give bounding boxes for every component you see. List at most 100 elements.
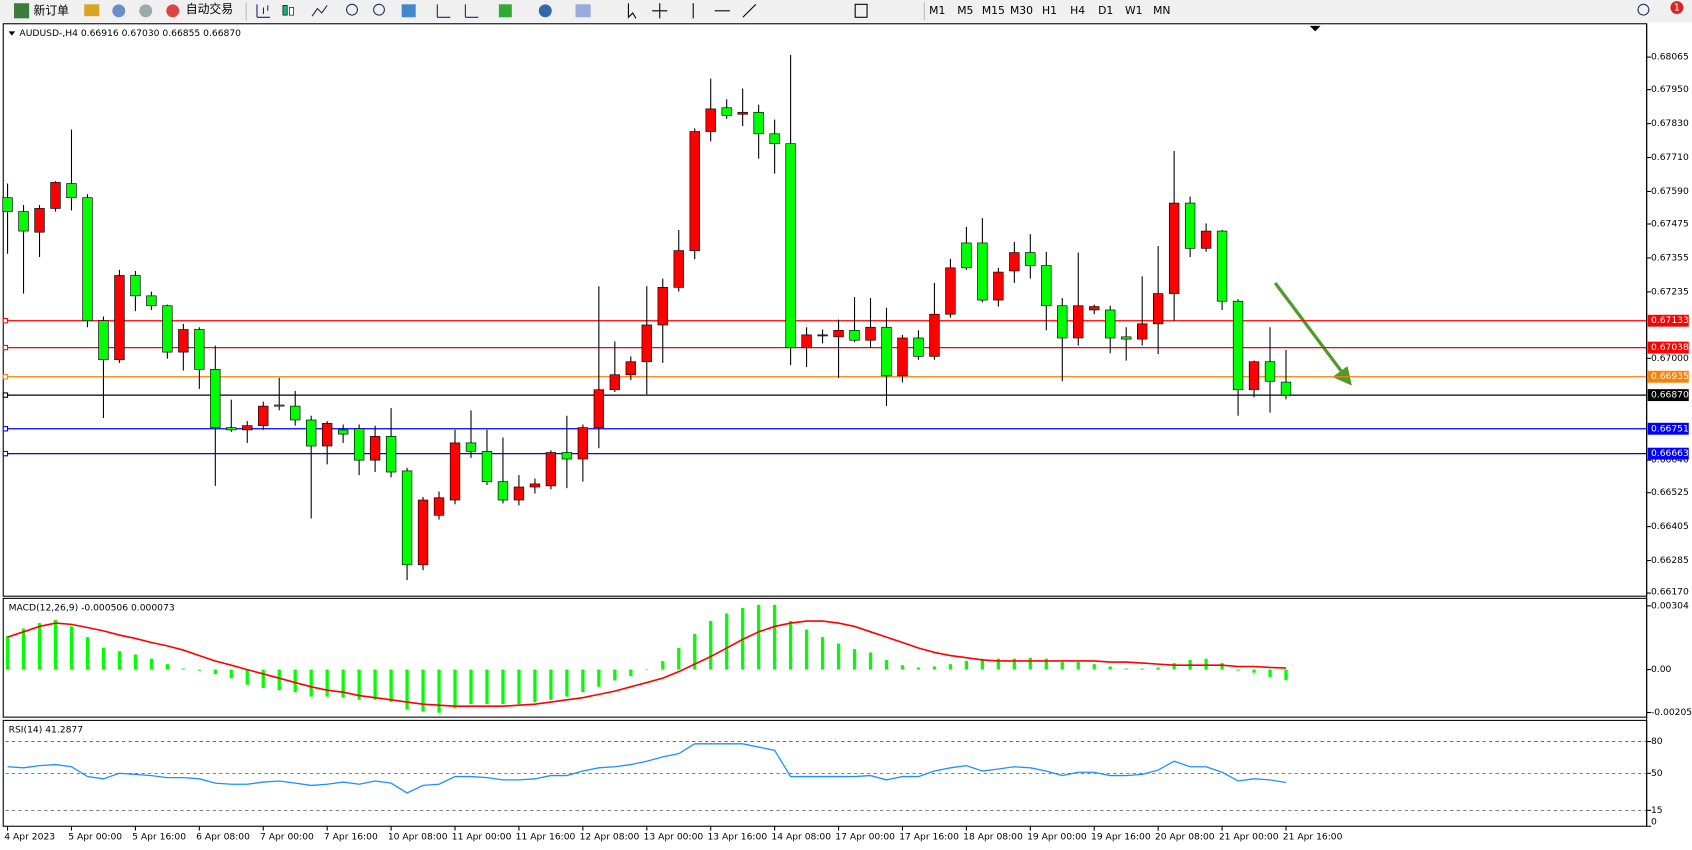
macd-bar xyxy=(1156,667,1160,670)
periods-button[interactable] xyxy=(538,4,552,18)
timeframe-button[interactable]: M30 xyxy=(1010,4,1033,17)
macd-bar xyxy=(453,669,457,709)
tile-button[interactable] xyxy=(401,4,416,18)
panel-title: RSI(14) 41.2877 xyxy=(9,725,84,736)
level-handle xyxy=(2,450,9,457)
macd-bar xyxy=(1140,668,1144,670)
candle-body xyxy=(817,334,828,337)
tool-icon[interactable] xyxy=(84,4,100,17)
timeframe-button[interactable]: M1 xyxy=(929,4,945,17)
autoscroll-button[interactable] xyxy=(436,4,451,18)
panel-title: MACD(12,26,9) -0.000506 0.000073 xyxy=(9,603,175,614)
timeframe-button[interactable]: D1 xyxy=(1098,4,1113,17)
timeframe-button[interactable]: M5 xyxy=(957,4,973,17)
candle-body xyxy=(274,404,285,407)
level-handle xyxy=(2,374,9,380)
candle-body xyxy=(497,481,509,501)
level-label: 0.66935 xyxy=(1651,371,1689,382)
shift-marker xyxy=(1309,25,1321,32)
candle-body xyxy=(369,436,381,461)
timeframe-button[interactable]: M15 xyxy=(982,4,1005,17)
y-tick-label: 0.00304 xyxy=(1651,600,1689,611)
y-tick-label: 0.67475 xyxy=(1651,218,1689,229)
zoom-in-button[interactable] xyxy=(346,3,358,16)
candle-body xyxy=(290,405,301,421)
macd-bar xyxy=(597,669,601,687)
candle-body xyxy=(1168,202,1180,294)
level-label-bg xyxy=(1647,447,1689,460)
macd-bar xyxy=(1076,662,1080,670)
candle-body xyxy=(162,305,173,353)
macd-bar xyxy=(884,659,889,670)
macd-bar xyxy=(469,669,473,705)
macd-bar xyxy=(85,637,90,670)
trendline-button[interactable] xyxy=(742,3,757,18)
timeframe-button[interactable]: H4 xyxy=(1070,4,1085,17)
candle-body xyxy=(433,497,445,516)
label-button[interactable] xyxy=(854,3,868,18)
y-tick-label: 0.67830 xyxy=(1651,118,1689,129)
x-tick-label: 17 Apr 16:00 xyxy=(899,832,959,843)
y-tick-label: 80 xyxy=(1651,736,1663,747)
macd-bar xyxy=(820,637,825,670)
macd-bar xyxy=(1220,663,1224,670)
candle-chart-button[interactable] xyxy=(289,7,295,16)
candle-body xyxy=(609,374,621,391)
level-handle xyxy=(2,344,9,351)
new-order-icon[interactable] xyxy=(14,3,30,19)
chart-window xyxy=(0,22,1692,850)
macd-bar xyxy=(549,669,553,700)
y-tick-label: 0.68065 xyxy=(1651,52,1689,63)
macd-bar xyxy=(980,658,984,670)
indicators-button[interactable] xyxy=(498,4,512,18)
zoom-out-button[interactable] xyxy=(373,3,385,16)
macd-bar xyxy=(996,658,1000,670)
tool-icon[interactable] xyxy=(112,4,126,18)
candle-body xyxy=(66,183,77,199)
crosshair-button[interactable] xyxy=(652,3,668,19)
macd-bar xyxy=(1204,658,1208,670)
macd-bar xyxy=(197,669,201,671)
trend-arrowhead xyxy=(1332,366,1352,386)
templates-button[interactable] xyxy=(575,4,591,18)
level-handle xyxy=(2,392,9,398)
y-tick-label: 0.66640 xyxy=(1651,455,1689,466)
timeframe-button[interactable]: H1 xyxy=(1042,4,1057,17)
shift-button[interactable] xyxy=(464,4,479,18)
timeframe-button[interactable]: MN xyxy=(1153,4,1170,17)
macd-bar xyxy=(181,668,185,670)
macd-bar xyxy=(485,669,489,705)
auto-trading-icon[interactable] xyxy=(166,4,180,18)
search-button[interactable] xyxy=(1637,3,1650,16)
macd-bar xyxy=(629,669,633,677)
cursor-button[interactable] xyxy=(627,3,637,19)
macd-bar xyxy=(964,660,969,670)
new-order-button[interactable]: 新订单 xyxy=(33,3,69,17)
candle-body xyxy=(849,330,860,341)
timeframes: M1 M5 M15 M30 H1 H4 D1 W1 MN xyxy=(929,4,1170,17)
notification-badge[interactable] xyxy=(1670,1,1684,15)
macd-bar xyxy=(213,669,217,674)
macd-bar xyxy=(1108,666,1112,670)
candle-body xyxy=(977,242,988,301)
timeframe-button[interactable]: W1 xyxy=(1125,4,1143,17)
level-label-bg xyxy=(1647,341,1689,354)
y-tick-label: -0.00205 xyxy=(1651,707,1692,718)
candle-body xyxy=(737,111,748,115)
level-label-bg xyxy=(1647,389,1689,402)
macd-bar xyxy=(757,604,761,670)
tool-icon[interactable] xyxy=(139,4,153,18)
macd-bar xyxy=(53,619,58,670)
candle-chart-button[interactable] xyxy=(282,5,288,16)
auto-trading-button[interactable]: 自动交易 xyxy=(186,2,233,16)
macd-bar xyxy=(133,654,138,670)
bar-chart-button[interactable] xyxy=(256,4,270,18)
macd-bar xyxy=(229,669,233,679)
candle-body xyxy=(1009,252,1020,272)
candle-body xyxy=(1057,305,1068,339)
macd-bar xyxy=(1028,657,1032,670)
line-chart-button[interactable] xyxy=(311,5,328,17)
level-label: 0.66870 xyxy=(1651,390,1689,401)
x-tick-label: 20 Apr 08:00 xyxy=(1155,832,1215,843)
